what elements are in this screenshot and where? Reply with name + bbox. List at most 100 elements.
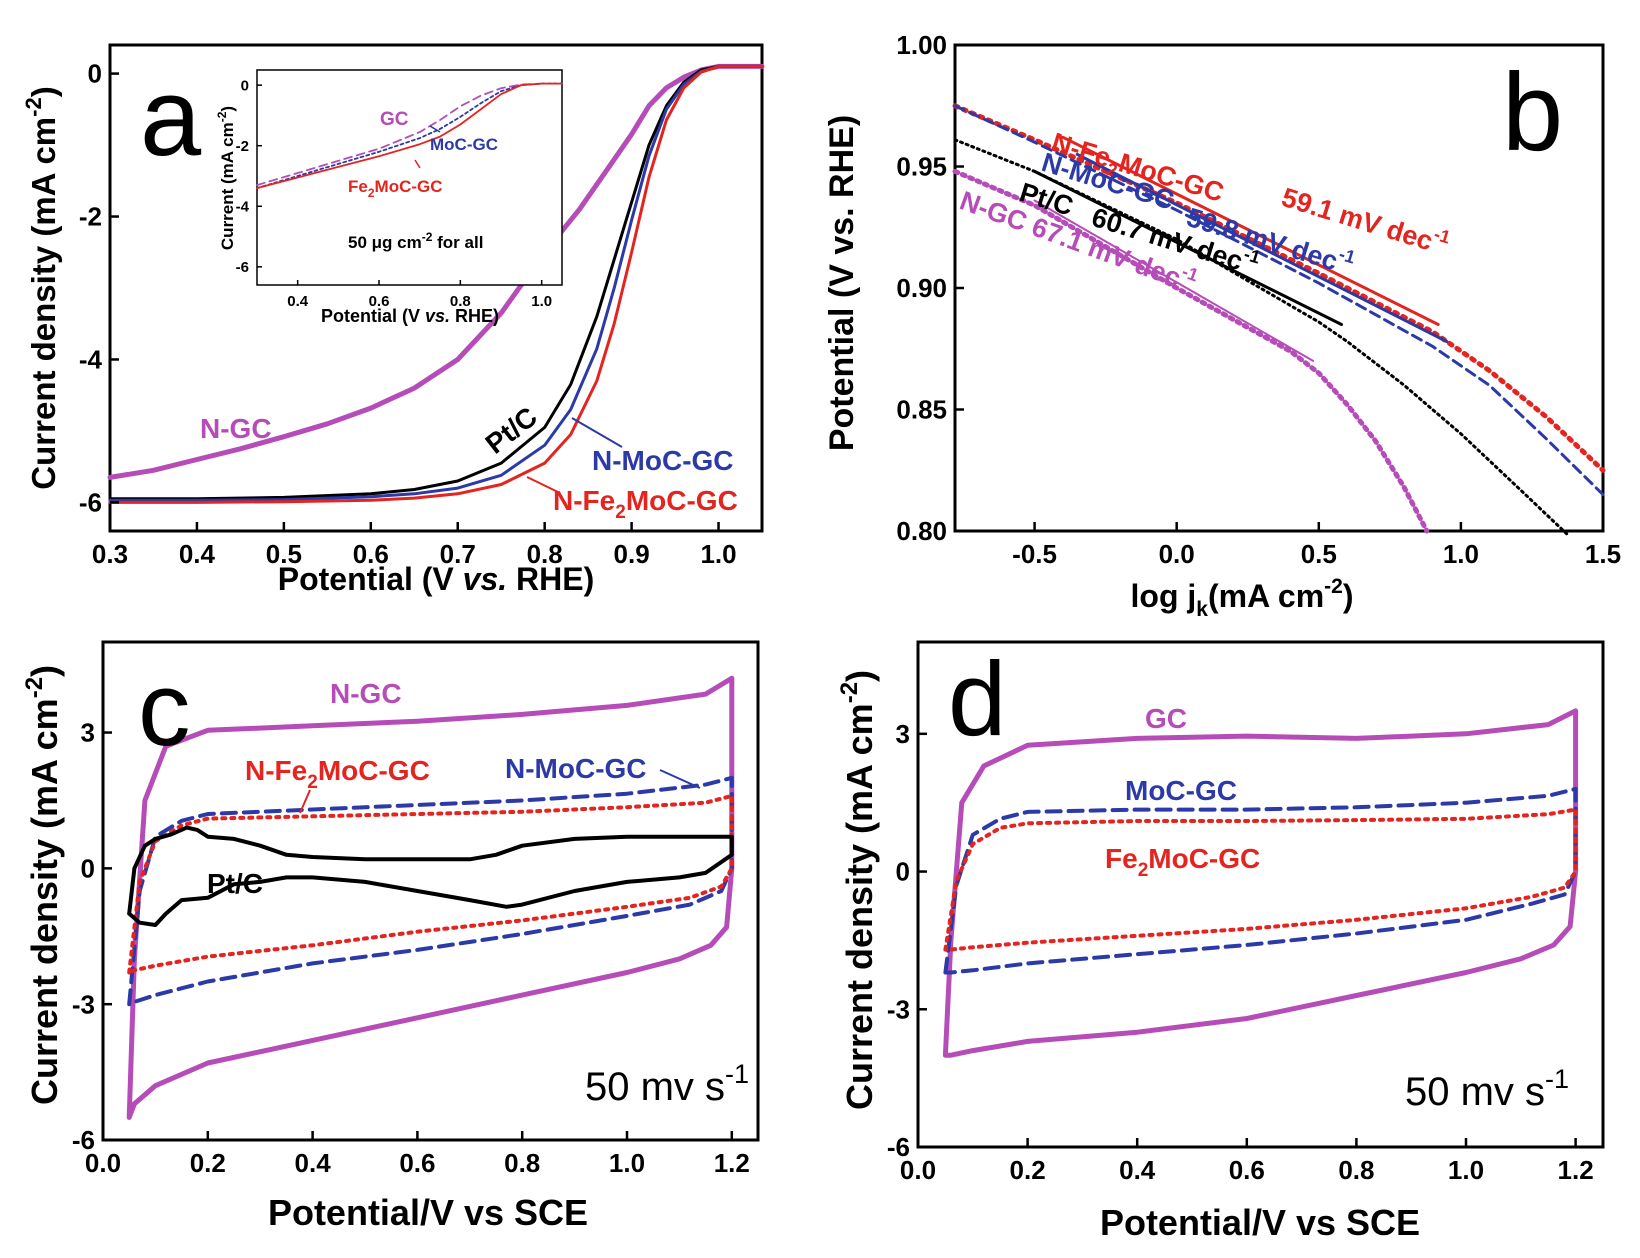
inset-loading-note: 50 μg cm-2 for all xyxy=(348,230,483,252)
panel-a-x-tick-label: 0.6 xyxy=(353,539,389,569)
panel-d: 0.0 0.2 0.4 0.6 0.8 1.0 1.2 -6 -3 0 3 Potential/V… xyxy=(836,640,1605,1243)
panel-c-series-n-fe2moc-gc xyxy=(127,793,734,975)
panel-a-x-tick-label: 0.9 xyxy=(614,539,650,569)
inset-y-label: Current (mA cm-2) xyxy=(215,106,237,250)
panel-c-y-tick-label: -3 xyxy=(72,989,95,1019)
panel-d-plot xyxy=(942,708,1579,1058)
panel-a-y-tick-label: 0 xyxy=(88,59,102,89)
panel-d-y-tick-label: -3 xyxy=(887,994,910,1024)
label-c-pt-c: Pt/C xyxy=(207,868,263,899)
panel-b-series-n-moc-gc-fit xyxy=(1075,152,1449,343)
inset-label-fe2moc-gc: Fe2MoC-GC xyxy=(348,177,443,200)
panel-b-letter: b xyxy=(1502,51,1563,174)
panel-a-x-tick-label: 0.3 xyxy=(92,539,128,569)
inset-label-moc-gc: MoC-GC xyxy=(430,135,498,154)
panel-a-inset: 0.4 0.6 0.8 1.0 0 -2 -4 -6 Potential (V vs. RH… xyxy=(215,69,563,326)
panel-c-x-tick-label: 1.0 xyxy=(609,1148,645,1178)
panel-d-x-tick-label: 0.2 xyxy=(1010,1155,1046,1185)
label-n-gc: N-GC xyxy=(200,413,272,444)
label-d-fe2moc-gc: Fe2MoC-GC xyxy=(1105,843,1260,881)
panel-a-series-n-moc-gc xyxy=(108,64,764,502)
panel-c-frame xyxy=(101,640,760,1142)
panel-d-x-tick-label: 0.0 xyxy=(900,1155,936,1185)
panel-d-x-label: Potential/V vs SCE xyxy=(1100,1202,1420,1243)
panel-d-x-tick-label: 0.4 xyxy=(1119,1155,1156,1185)
panel-b-y-tick-label: 0.95 xyxy=(896,152,947,182)
panel-a-series-pt-c xyxy=(108,64,764,501)
panel-d-x-tick-label: 0.6 xyxy=(1229,1155,1265,1185)
panel-a-x-tick-label: 0.8 xyxy=(527,539,563,569)
panel-c-scan-rate: 50 mv s-1 xyxy=(585,1059,749,1109)
inset-label-gc: GC xyxy=(380,109,409,130)
panel-c-y-tick-label: 0 xyxy=(81,853,95,883)
panel-a: 0.3 0.4 0.5 0.6 0.7 0.8 0.9 1.0 0 -2 -4 -6 Potenti… xyxy=(21,43,765,597)
inset-pointer-moc-gc xyxy=(429,125,441,133)
panel-c-y-tick-label: 3 xyxy=(81,718,95,748)
panel-a-x-tick-label: 0.4 xyxy=(179,539,216,569)
label-pt-c: Pt/C xyxy=(480,401,543,460)
panel-a-x-ticks: 0.3 0.4 0.5 0.6 0.7 0.8 0.9 1.0 xyxy=(92,522,737,569)
panel-a-x-tick-label: 0.5 xyxy=(266,539,302,569)
panel-b-series-n-fe2moc-gc-data xyxy=(952,103,1606,473)
panel-c-y-ticks: -6 -3 0 3 xyxy=(72,718,112,1155)
panel-c-letter: c xyxy=(138,651,191,768)
inset-y-tick-label: -6 xyxy=(236,259,249,276)
panel-a-letter: a xyxy=(140,56,202,179)
panel-c-y-tick-label: -6 xyxy=(72,1125,95,1155)
panel-b-x-tick-label: -0.5 xyxy=(1012,539,1057,569)
panel-d-series-gc xyxy=(942,708,1579,1058)
panel-a-y-ticks: 0 -2 -4 -6 xyxy=(79,59,119,518)
label-d-moc-gc: MoC-GC xyxy=(1125,775,1237,806)
inset-x-tick-label: 0.6 xyxy=(369,293,390,310)
label-d-gc: GC xyxy=(1145,703,1187,734)
inset-x-ticks: 0.4 0.6 0.8 1.0 xyxy=(287,280,552,310)
panel-b-series-pt-c-fit xyxy=(1033,169,1343,326)
panel-d-frame xyxy=(916,640,1605,1149)
panel-c-x-tick-label: 0.4 xyxy=(295,1148,332,1178)
panel-a-y-tick-label: -4 xyxy=(79,345,103,375)
panel-c-series-n-moc-gc xyxy=(127,775,734,1007)
panel-c-x-label: Potential/V vs SCE xyxy=(268,1192,588,1233)
pointer-n-fe2moc-gc xyxy=(526,476,561,494)
panel-d-y-tick-label: -6 xyxy=(887,1132,910,1162)
panel-c-y-label: Current density (mA cm-2) xyxy=(21,665,65,1105)
panel-b-x-label: log jk(mA cm-2) xyxy=(1131,575,1354,621)
panel-a-frame xyxy=(108,43,764,533)
panel-c: 0.0 0.2 0.4 0.6 0.8 1.0 1.2 -6 -3 0 3 Potential/V… xyxy=(21,640,760,1233)
panel-c-x-tick-label: 1.2 xyxy=(714,1148,750,1178)
panel-a-series-n-fe2moc-gc xyxy=(108,64,764,504)
panel-b-y-tick-label: 1.00 xyxy=(896,30,947,60)
inset-y-ticks: 0 -2 -4 -6 xyxy=(236,77,262,276)
panel-d-y-ticks: -6 -3 0 3 xyxy=(887,719,927,1162)
panel-b-series-n-fe2moc-gc-fit xyxy=(1061,135,1440,326)
panel-b-series-n-gc-data xyxy=(952,168,1430,534)
panel-a-y-tick-label: -6 xyxy=(79,488,102,518)
inset-x-tick-label: 0.8 xyxy=(450,293,471,310)
pointer-c-n-moc-gc xyxy=(659,769,701,789)
label-n-fe2moc-gc: N-Fe2MoC-GC xyxy=(553,485,738,523)
panel-c-series-pt-c xyxy=(127,825,734,927)
panel-b-y-tick-label: 0.85 xyxy=(896,395,947,425)
panel-d-y-label: Current density (mA cm-2) xyxy=(836,670,880,1110)
panel-d-y-tick-label: 0 xyxy=(896,857,910,887)
panel-c-x-ticks: 0.0 0.2 0.4 0.6 0.8 1.0 1.2 xyxy=(85,1131,750,1178)
panel-d-y-tick-label: 3 xyxy=(896,719,910,749)
panel-b-x-tick-label: 1.0 xyxy=(1443,539,1479,569)
panel-d-x-tick-label: 1.0 xyxy=(1448,1155,1484,1185)
pointer-n-moc-gc xyxy=(571,417,623,448)
inset-x-tick-label: 1.0 xyxy=(531,293,552,310)
inset-series-fe2moc-gc xyxy=(256,82,563,190)
panel-b-plot xyxy=(952,103,1606,538)
inset-pointer-fe2moc-gc xyxy=(414,159,421,169)
label-c-n-gc: N-GC xyxy=(330,678,402,709)
panel-d-x-ticks: 0.0 0.2 0.4 0.6 0.8 1.0 1.2 xyxy=(900,1138,1594,1185)
inset-y-tick-label: 0 xyxy=(241,77,249,94)
panel-b-y-label: Potential (V vs. RHE) xyxy=(823,115,861,451)
inset-plot xyxy=(256,82,563,190)
panel-b-x-ticks: -0.5 0.0 0.5 1.0 1.5 xyxy=(1012,522,1621,569)
panel-a-x-label: Potential (V vs. RHE) xyxy=(278,561,595,597)
panel-b-series-n-gc-fit xyxy=(1033,199,1315,362)
panel-b-x-tick-label: 0.5 xyxy=(1301,539,1337,569)
label-n-moc-gc: N-MoC-GC xyxy=(592,445,734,476)
panel-b-y-tick-label: 0.80 xyxy=(896,516,947,546)
